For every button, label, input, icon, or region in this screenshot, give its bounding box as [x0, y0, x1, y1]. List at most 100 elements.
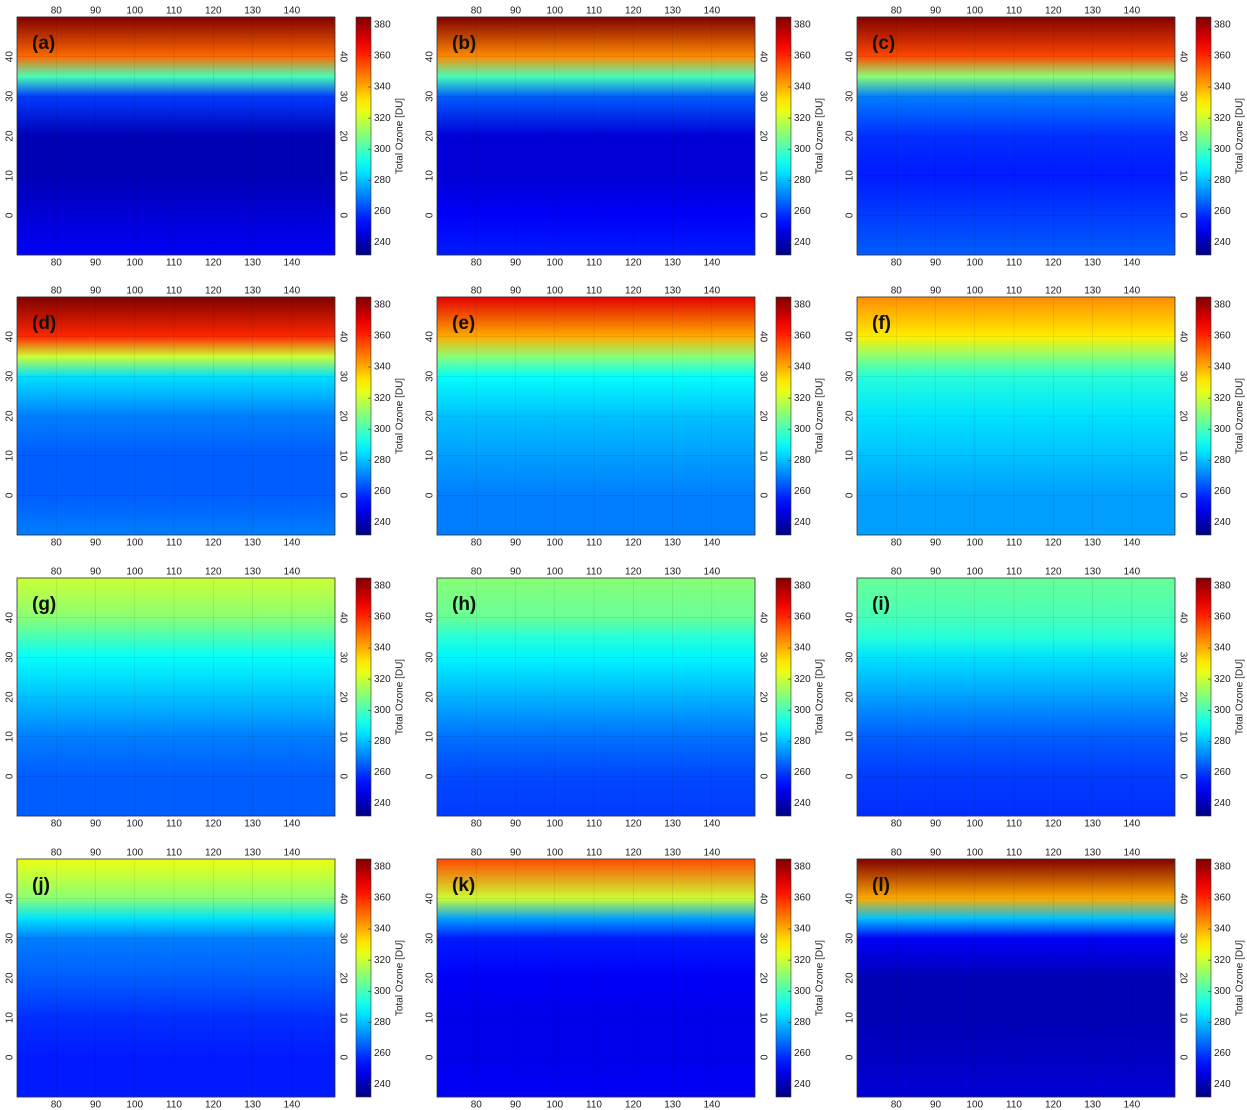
colorbar-tick-label: 380: [794, 19, 811, 30]
colorbar-tick-label: 300: [374, 986, 391, 997]
ozone-band: [437, 96, 755, 137]
y-tick-label: 20: [845, 972, 856, 984]
y-tick-label: 30: [845, 90, 856, 102]
ozone-band: [437, 637, 755, 658]
y-tick-label: 40: [1177, 331, 1188, 343]
map-frame: [856, 577, 1176, 817]
x-tick-label: 90: [90, 258, 102, 269]
ozone-band: [437, 356, 755, 377]
x-tick-label: 140: [283, 258, 300, 269]
x-tick-label: 110: [166, 538, 182, 549]
colorbar-tick-label: 260: [374, 767, 391, 778]
colorbar: [355, 577, 372, 817]
x-tick-label: 130: [664, 819, 681, 830]
map-frame: [436, 858, 756, 1098]
y-tick-label: 20: [1177, 410, 1188, 422]
x-tick-label: 140: [1123, 6, 1140, 17]
ozone-band: [857, 938, 1175, 979]
panel: 80 80 90 90 100 100 110 110 120 120 130 130 140 140 0 0…: [5, 286, 406, 549]
y-tick-label: 40: [845, 331, 856, 343]
colorbar-tick-label: 260: [374, 206, 391, 217]
colorbar-tick-label: 260: [374, 486, 391, 497]
map-frame: [436, 16, 756, 256]
ozone-band: [17, 175, 335, 216]
y-tick-label: 0: [1177, 493, 1188, 499]
x-tick-label: 130: [244, 258, 261, 269]
x-tick-label: 140: [703, 567, 720, 578]
x-tick-label: 80: [471, 538, 483, 549]
x-tick-label: 90: [930, 848, 942, 859]
colorbar-tick-label: 260: [1214, 486, 1231, 497]
colorbar-tick-label: 320: [374, 955, 391, 966]
y-tick-label: 40: [1177, 51, 1188, 63]
x-tick-label: 100: [966, 286, 983, 297]
x-tick-label: 140: [703, 286, 720, 297]
x-tick-label: 80: [471, 819, 483, 830]
colorbar-tick-label: 300: [374, 144, 391, 155]
x-tick-label: 130: [664, 286, 681, 297]
x-tick-label: 110: [586, 538, 602, 549]
x-tick-label: 140: [703, 1100, 720, 1110]
colorbar-tick-label: 260: [374, 1048, 391, 1059]
y-tick-label: 40: [337, 51, 348, 63]
x-tick-label: 100: [546, 1100, 563, 1110]
colorbar-tick-label: 300: [1214, 986, 1231, 997]
panel-label: (e): [452, 313, 475, 334]
x-tick-label: 90: [90, 538, 102, 549]
panel: 80 80 90 90 100 100 110 110 120 120 130 130 140 140 0 0…: [845, 286, 1246, 549]
x-tick-label: 120: [625, 819, 642, 830]
x-tick-label: 100: [966, 819, 983, 830]
panel-label: (j): [32, 875, 50, 896]
y-tick-label: 40: [337, 893, 348, 905]
x-tick-label: 130: [664, 258, 681, 269]
colorbar-tick-label: 280: [794, 1017, 811, 1028]
x-tick-label: 100: [546, 258, 563, 269]
ozone-band: [857, 76, 1175, 97]
colorbar-tick-label: 240: [794, 1079, 811, 1090]
x-tick-label: 140: [703, 258, 720, 269]
panel: 80 80 90 90 100 100 110 110 120 120 130 130 140 140 0 0…: [5, 848, 406, 1110]
x-tick-label: 110: [1006, 258, 1022, 269]
ozone-band: [437, 736, 755, 777]
y-tick-label: 40: [845, 51, 856, 63]
ozone-band: [17, 96, 335, 137]
panel-label: (d): [32, 313, 56, 334]
x-tick-label: 130: [1084, 258, 1101, 269]
colorbar-tick-label: 360: [794, 612, 811, 623]
ozone-band: [437, 376, 755, 417]
y-tick-label: 10: [425, 450, 436, 462]
panel: 80 80 90 90 100 100 110 110 120 120 130 130 140 140 0 0…: [425, 567, 826, 830]
y-tick-label: 0: [1177, 1055, 1188, 1061]
x-tick-label: 100: [966, 258, 983, 269]
ozone-band: [17, 577, 335, 618]
x-tick-label: 100: [126, 258, 143, 269]
y-tick-label: 30: [5, 932, 16, 944]
colorbar-tick-label: 260: [794, 206, 811, 217]
x-tick-label: 80: [891, 567, 903, 578]
ozone-band: [17, 56, 335, 77]
panel: 80 80 90 90 100 100 110 110 120 120 130 130 140 140 0 0…: [845, 567, 1246, 830]
ozone-band: [857, 776, 1175, 817]
y-tick-label: 10: [1177, 731, 1188, 743]
colorbar-tick-label: 240: [1214, 798, 1231, 809]
y-tick-label: 0: [845, 1054, 856, 1060]
y-tick-label: 30: [1177, 371, 1188, 383]
ozone-band: [437, 858, 755, 899]
x-tick-label: 100: [126, 286, 143, 297]
y-tick-label: 20: [757, 130, 768, 142]
map-frame: [16, 16, 336, 256]
x-tick-label: 140: [283, 819, 300, 830]
y-tick-label: 30: [757, 652, 768, 664]
y-tick-label: 40: [845, 612, 856, 624]
y-tick-label: 0: [757, 774, 768, 780]
colorbar-tick-label: 240: [1214, 1079, 1231, 1090]
ozone-band: [17, 16, 335, 57]
colorbar-tick-label: 380: [794, 299, 811, 310]
x-tick-label: 90: [930, 819, 942, 830]
colorbar-tick-label: 360: [1214, 331, 1231, 342]
x-tick-label: 80: [471, 848, 483, 859]
map-frame: [856, 296, 1176, 536]
y-tick-label: 40: [425, 893, 436, 905]
x-tick-label: 140: [1123, 567, 1140, 578]
x-tick-label: 90: [510, 538, 522, 549]
